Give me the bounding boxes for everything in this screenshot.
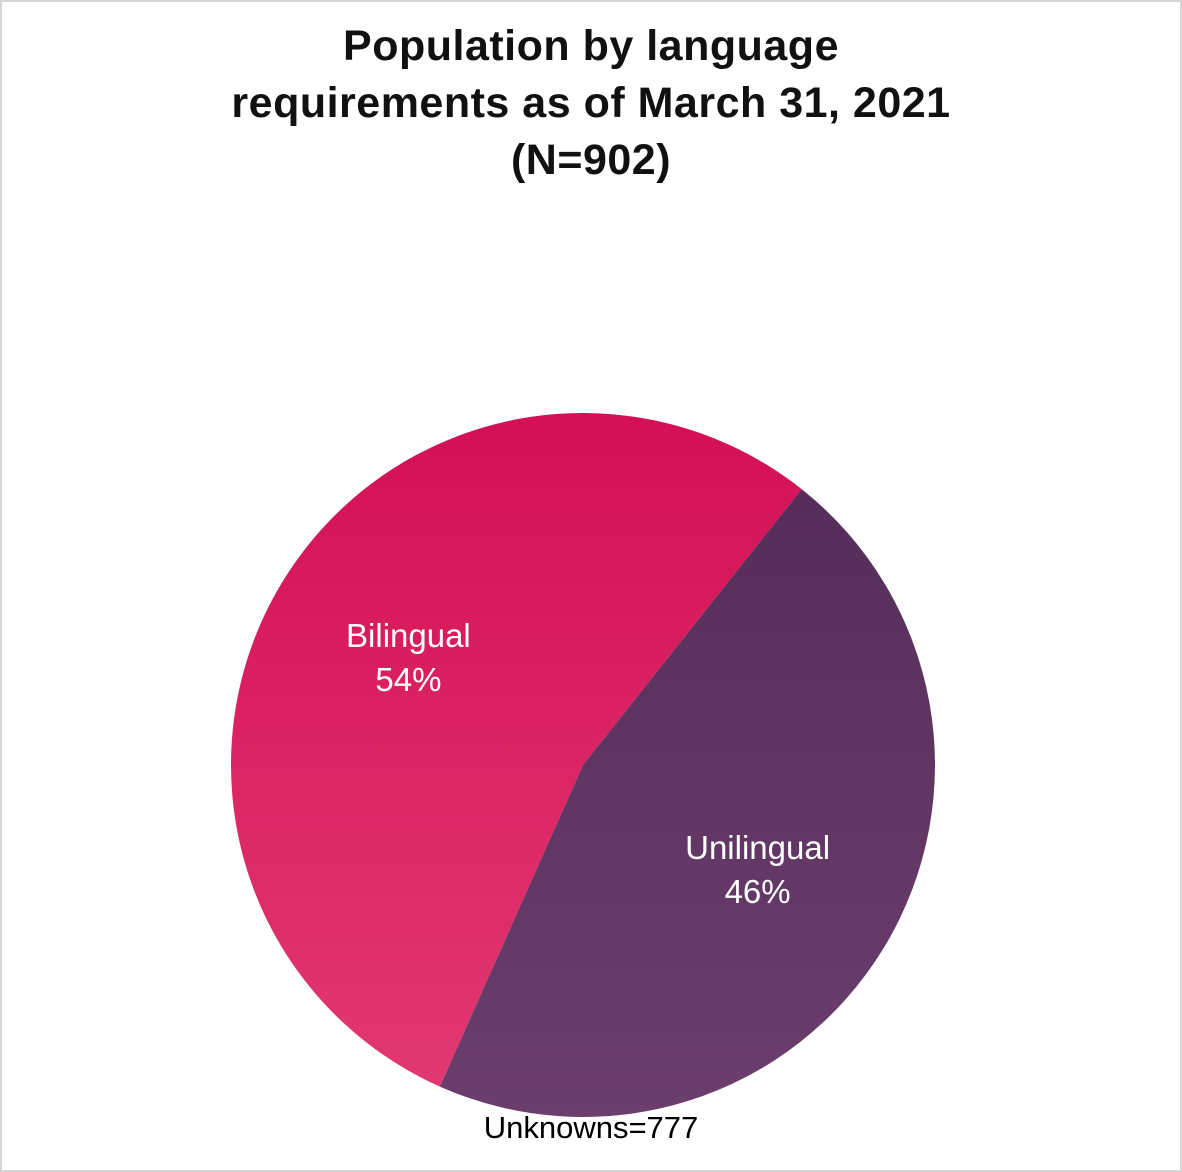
unknowns-note: Unknowns=777 [483,1110,699,1145]
pie-slices-group [230,412,935,1117]
pie-labels-group: Bilingual 54% Unilingual 46% [346,617,830,910]
chart-title: Population by language requirements as o… [231,22,951,184]
pie-slice-bilingual [230,412,802,1087]
pie-slice-unilingual [439,489,935,1117]
pie-label-unilingual: Unilingual 46% [685,829,830,910]
pie-label-bilingual: Bilingual 54% [346,617,471,698]
